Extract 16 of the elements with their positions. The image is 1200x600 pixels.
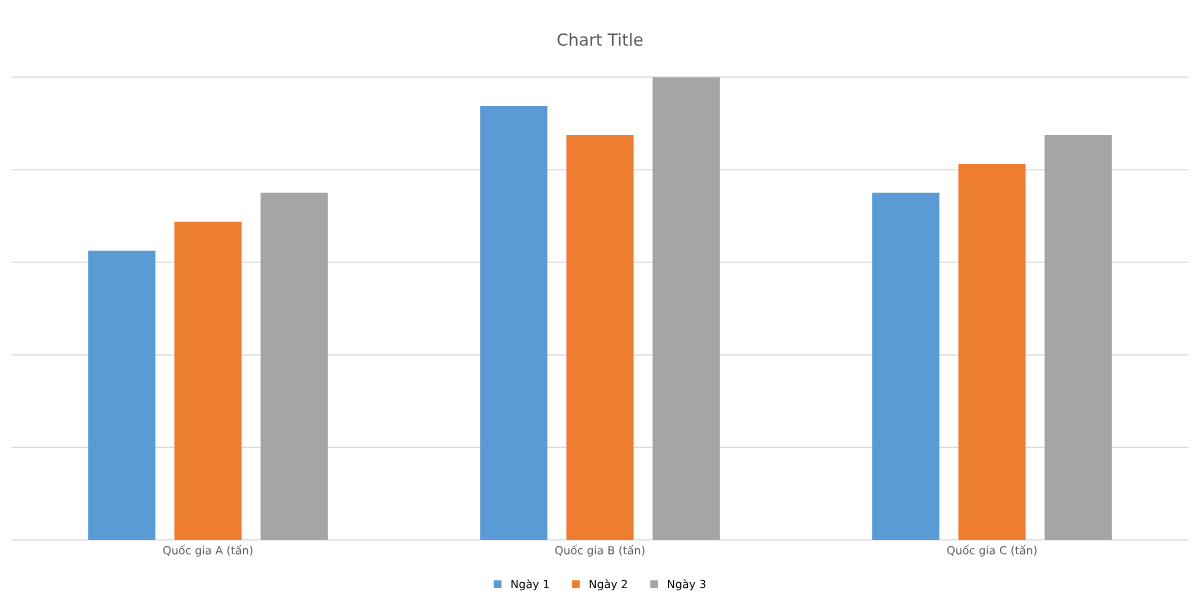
bar: [88, 250, 156, 540]
bar: [480, 106, 548, 540]
x-tick-label: Quốc gia A (tấn): [163, 544, 253, 557]
bar: [1044, 135, 1112, 540]
bar: [566, 135, 634, 540]
bar: [958, 163, 1026, 540]
bar: [260, 192, 328, 540]
legend-label: Ngày 2: [589, 579, 627, 591]
bar: [872, 192, 940, 540]
x-tick-label: Quốc gia B (tấn): [555, 544, 645, 557]
legend-label: Ngày 1: [511, 579, 549, 591]
bar: [652, 77, 720, 540]
legend-label: Ngày 3: [667, 579, 706, 591]
bar: [174, 221, 242, 540]
chart-title: Chart Title: [557, 33, 643, 46]
x-tick-label: Quốc gia C (tấn): [947, 544, 1037, 557]
